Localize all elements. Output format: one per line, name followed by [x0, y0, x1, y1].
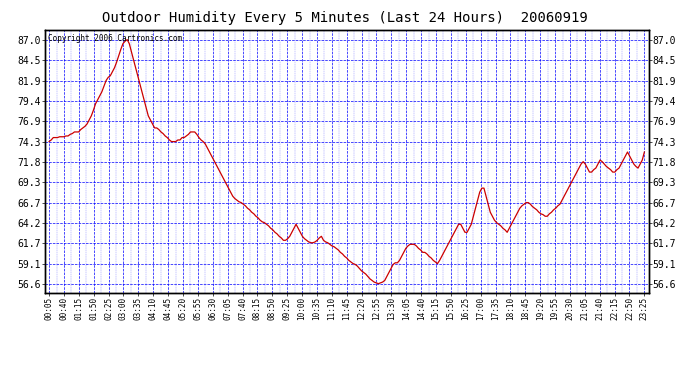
Text: Copyright 2006 Cartronics.com: Copyright 2006 Cartronics.com: [48, 34, 182, 43]
Text: Outdoor Humidity Every 5 Minutes (Last 24 Hours)  20060919: Outdoor Humidity Every 5 Minutes (Last 2…: [102, 11, 588, 25]
